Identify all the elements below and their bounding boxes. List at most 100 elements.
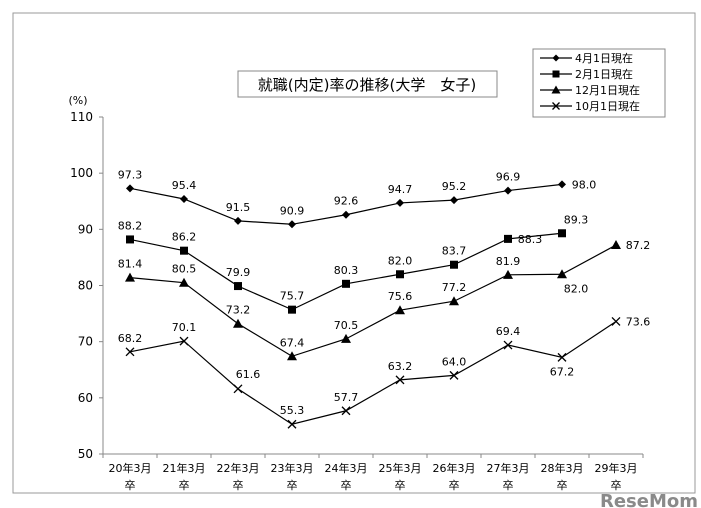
data-label: 88.2	[118, 219, 143, 232]
legend-entry: 4月1日現在	[575, 52, 633, 65]
x-tick-label: 21年3月	[163, 461, 206, 475]
data-point	[180, 246, 188, 255]
data-label: 77.2	[442, 281, 467, 294]
data-label: 67.2	[550, 365, 575, 378]
data-point	[504, 186, 512, 195]
chart-title: 就職(内定)率の推移(大学 女子)	[258, 76, 476, 94]
data-point	[179, 277, 189, 287]
data-label: 89.3	[564, 213, 589, 226]
data-point	[125, 347, 135, 357]
x-tick-label: 卒	[341, 478, 352, 492]
data-label: 83.7	[442, 245, 467, 258]
data-point	[557, 352, 567, 362]
y-tick-label: 60	[78, 391, 93, 405]
data-label: 70.1	[172, 321, 197, 334]
data-label: 94.7	[388, 183, 413, 196]
data-point	[450, 260, 458, 269]
x-tick-label: 卒	[287, 478, 298, 492]
data-label: 75.7	[280, 290, 305, 303]
data-point	[125, 272, 135, 282]
data-point	[449, 370, 459, 380]
data-point	[342, 210, 350, 219]
legend-marker	[551, 85, 561, 94]
data-point	[341, 333, 351, 343]
data-label: 69.4	[496, 325, 521, 338]
x-tick-label: 卒	[503, 478, 514, 492]
legend-marker	[552, 102, 560, 110]
data-point	[450, 196, 458, 205]
data-point	[126, 235, 134, 244]
data-label: 86.2	[172, 231, 197, 244]
data-point	[288, 305, 296, 314]
data-label: 68.2	[118, 332, 143, 345]
data-point	[234, 216, 242, 225]
x-tick-label: 20年3月	[109, 461, 152, 475]
data-label: 88.3	[518, 233, 543, 246]
data-label: 67.4	[280, 336, 305, 349]
legend-entry: 10月1日現在	[575, 100, 640, 113]
data-point	[288, 220, 296, 229]
data-point	[179, 336, 189, 346]
data-point	[180, 195, 188, 204]
data-label: 90.9	[280, 204, 305, 217]
data-point	[342, 279, 350, 288]
y-tick-label: 90	[78, 222, 93, 236]
y-tick-label: 110	[70, 110, 93, 124]
x-tick-label: 卒	[611, 478, 622, 492]
data-point	[611, 316, 621, 326]
data-point	[558, 180, 566, 189]
data-label: 87.2	[626, 239, 651, 252]
data-label: 73.6	[626, 315, 651, 328]
data-label: 55.3	[280, 404, 305, 417]
data-label: 61.6	[236, 368, 261, 381]
data-point	[504, 234, 512, 243]
data-point	[287, 419, 297, 429]
data-label: 97.3	[118, 168, 143, 181]
x-tick-label: 25年3月	[379, 461, 422, 475]
data-label: 75.6	[388, 290, 413, 303]
legend-entry: 12月1日現在	[575, 84, 640, 97]
y-tick-label: 100	[70, 166, 93, 180]
data-label: 80.3	[334, 264, 359, 277]
x-tick-label: 24年3月	[325, 461, 368, 475]
legend-marker	[552, 54, 560, 62]
data-point	[503, 340, 513, 350]
y-tick-label: 80	[78, 279, 93, 293]
data-label: 96.9	[496, 171, 521, 184]
data-label: 80.5	[172, 263, 197, 276]
data-label: 79.9	[226, 266, 251, 279]
data-point	[395, 305, 405, 315]
data-label: 70.5	[334, 319, 359, 332]
data-label: 81.4	[118, 258, 143, 271]
y-axis-label: (%)	[68, 94, 87, 107]
x-tick-label: 28年3月	[541, 461, 584, 475]
data-label: 82.0	[564, 282, 589, 295]
data-label: 92.6	[334, 195, 359, 208]
data-label: 82.0	[388, 254, 413, 267]
data-label: 98.0	[572, 178, 597, 191]
data-point	[557, 269, 567, 279]
data-point	[396, 198, 404, 207]
x-tick-label: 卒	[449, 478, 460, 492]
title-box	[237, 70, 498, 98]
x-tick-label: 卒	[125, 478, 136, 492]
x-tick-label: 22年3月	[217, 461, 260, 475]
data-point	[287, 351, 297, 361]
chart-frame	[12, 12, 696, 494]
data-point	[396, 270, 404, 279]
data-point	[611, 240, 621, 250]
data-point	[503, 269, 513, 279]
data-label: 95.4	[172, 179, 197, 192]
data-label: 81.9	[496, 255, 521, 268]
y-tick-label: 70	[78, 335, 93, 349]
x-tick-label: 卒	[179, 478, 190, 492]
data-point	[558, 229, 566, 238]
legend-marker	[552, 70, 560, 78]
x-tick-label: 卒	[557, 478, 568, 492]
x-tick-label: 卒	[233, 478, 244, 492]
data-point	[395, 375, 405, 385]
data-point	[341, 406, 351, 416]
data-label: 73.2	[226, 304, 251, 317]
